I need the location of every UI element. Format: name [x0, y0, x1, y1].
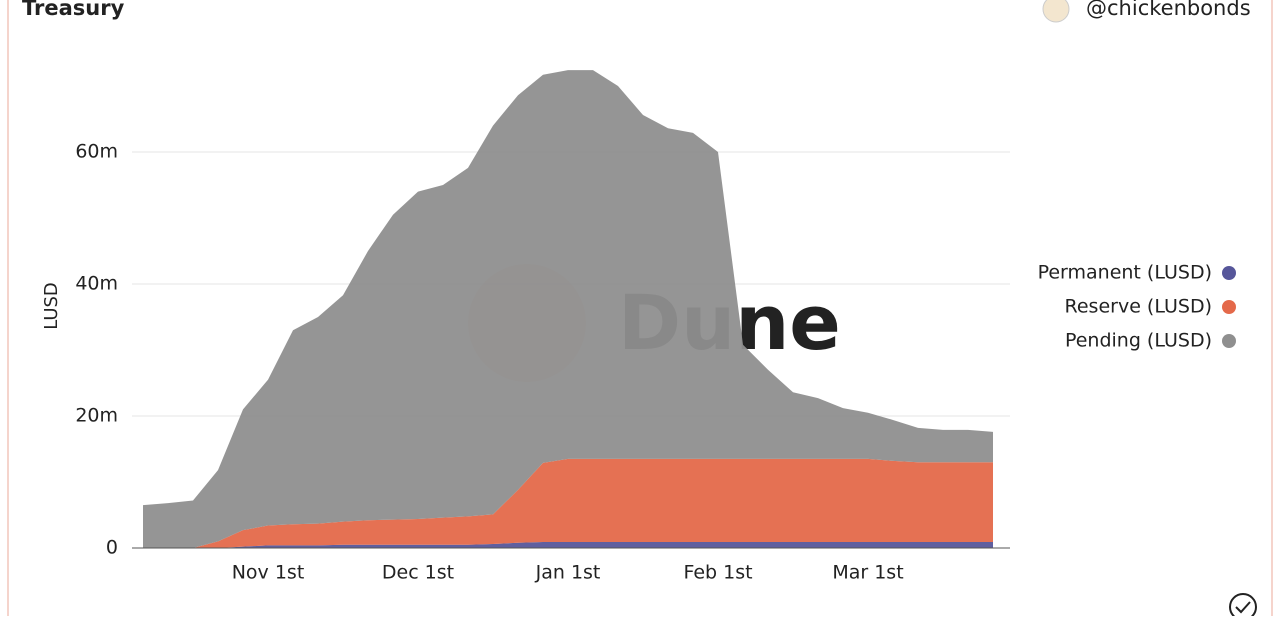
legend-swatch — [1222, 266, 1236, 280]
x-tick-label: Feb 1st — [683, 562, 752, 584]
area — [143, 70, 993, 548]
y-tick-label: 40m — [75, 273, 118, 295]
legend-swatch — [1222, 334, 1236, 348]
legend-label: Pending (LUSD) — [1065, 330, 1212, 352]
y-axis-label: LUSD — [41, 282, 62, 330]
area — [143, 458, 993, 548]
x-tick-label: Mar 1st — [832, 562, 903, 584]
legend-label: Permanent (LUSD) — [1038, 262, 1212, 284]
chart-title: Treasury — [22, 0, 125, 20]
x-tick-label: Dec 1st — [382, 562, 454, 584]
legend-swatch — [1222, 300, 1236, 314]
legend-label: Reserve (LUSD) — [1065, 296, 1212, 318]
y-tick-label: 0 — [106, 537, 118, 559]
x-tick-label: Nov 1st — [232, 562, 305, 584]
avatar — [1042, 0, 1070, 23]
x-tick-label: Jan 1st — [535, 562, 601, 584]
check-mark — [1235, 601, 1251, 614]
y-tick-label: 20m — [75, 405, 118, 427]
y-tick-label: 60m — [75, 141, 118, 163]
source: @chickenbonds — [1086, 0, 1251, 20]
check-icon — [1229, 593, 1257, 620]
area — [143, 542, 993, 548]
